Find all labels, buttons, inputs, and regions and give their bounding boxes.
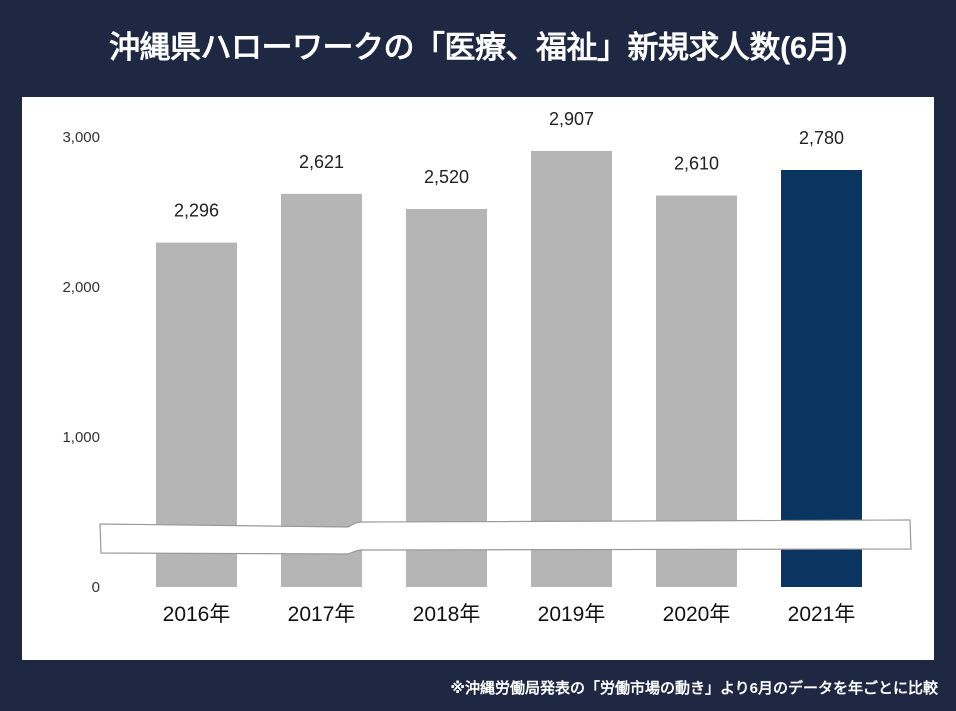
y-tick-label: 2,000 <box>62 279 100 296</box>
data-label: 2,780 <box>799 128 844 148</box>
x-tick-label: 2017年 <box>288 603 356 626</box>
axis-break-band <box>99 519 912 555</box>
data-label: 2,296 <box>174 201 219 221</box>
y-tick-label: 3,000 <box>62 129 100 146</box>
data-label: 2,520 <box>424 167 469 187</box>
x-tick-label: 2018年 <box>413 603 481 626</box>
data-label: 2,907 <box>549 109 594 129</box>
y-tick-label: 1,000 <box>62 429 100 446</box>
bar-2017年 <box>281 193 362 587</box>
data-label: 2,621 <box>299 152 344 172</box>
x-tick-label: 2019年 <box>538 603 606 626</box>
y-tick-label: 0 <box>92 579 100 596</box>
chart-title: 沖縄県ハローワークの「医療、福祉」新規求人数(6月) <box>109 30 847 65</box>
x-tick-label: 2021年 <box>788 603 856 626</box>
data-label: 2,610 <box>674 154 719 174</box>
x-tick-label: 2020年 <box>663 603 731 626</box>
bar-2019年 <box>531 150 612 587</box>
bar-2021年 <box>781 170 862 587</box>
x-tick-label: 2016年 <box>163 603 231 626</box>
source-note: ※沖縄労働局発表の「労働市場の動き」より6月のデータを年ごとに比較 <box>450 680 938 697</box>
